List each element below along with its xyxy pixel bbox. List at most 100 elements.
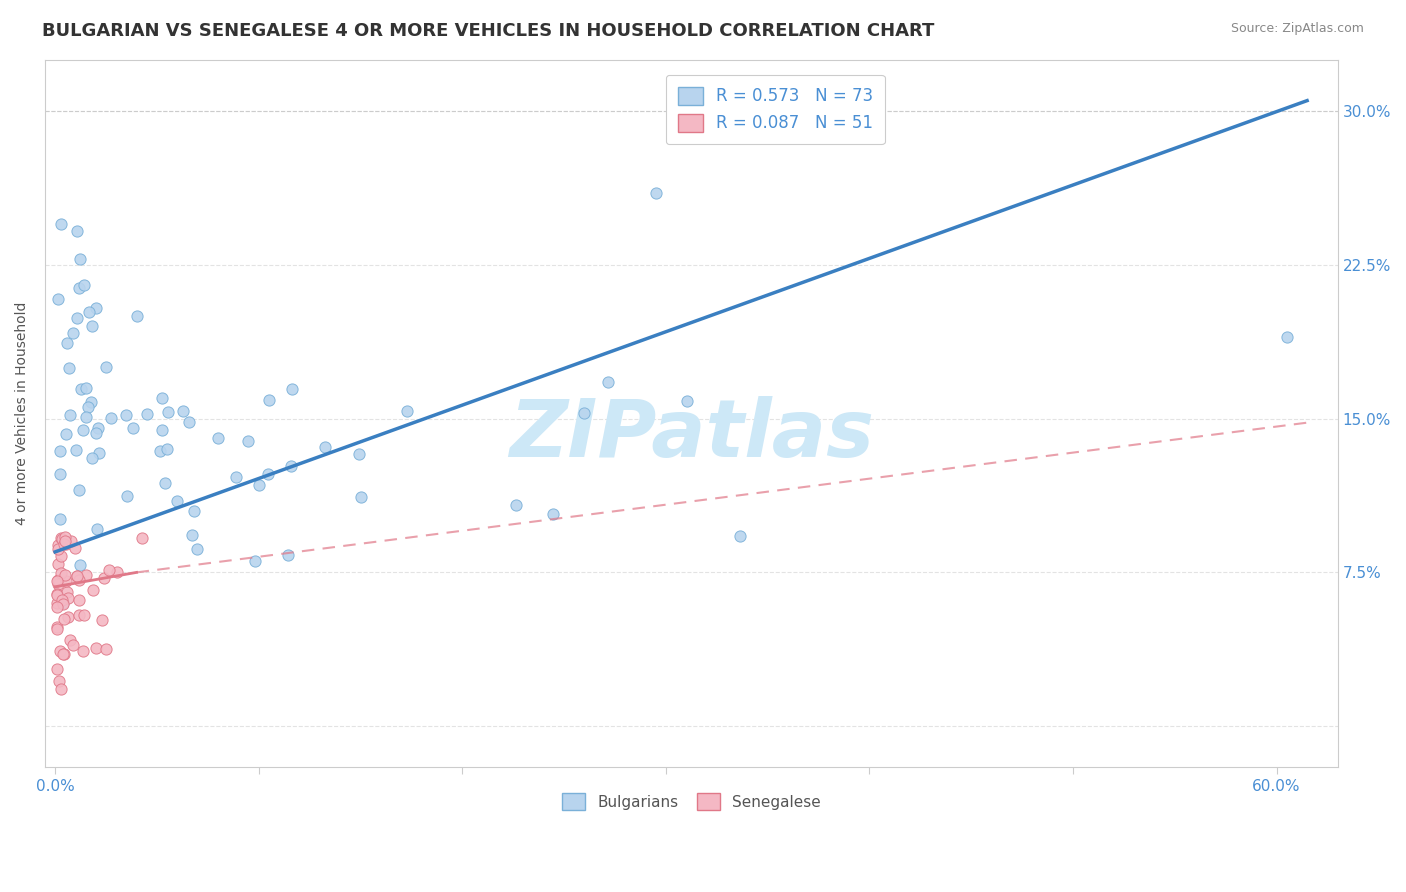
Point: [65, 224, 87, 238]
Point: [52, 611, 75, 625]
Point: [84, 301, 107, 315]
Point: [67, 281, 90, 295]
Point: [51, 532, 73, 546]
Point: [69, 558, 91, 573]
Point: [80, 319, 103, 334]
Y-axis label: 4 or more Vehicles in Household: 4 or more Vehicles in Household: [15, 301, 30, 525]
Point: [49, 644, 72, 658]
Point: [179, 415, 201, 429]
Point: [46, 574, 69, 588]
Point: [157, 405, 180, 419]
Point: [67, 483, 90, 497]
Point: [67, 592, 90, 607]
Text: BULGARIAN VS SENEGALESE 4 OR MORE VEHICLES IN HOUSEHOLD CORRELATION CHART: BULGARIAN VS SENEGALESE 4 OR MORE VEHICL…: [42, 22, 935, 40]
Point: [72, 278, 94, 293]
Point: [256, 467, 278, 482]
Point: [75, 568, 97, 582]
Point: [69, 382, 91, 396]
Point: [247, 477, 270, 491]
Point: [46, 292, 69, 306]
Point: [58, 408, 80, 422]
Point: [49, 566, 72, 580]
Point: [53, 647, 76, 661]
Point: [67, 607, 90, 622]
Point: [46, 600, 69, 615]
Point: [62, 326, 84, 341]
Point: [51, 217, 73, 231]
Text: Source: ZipAtlas.com: Source: ZipAtlas.com: [1230, 22, 1364, 36]
Legend: Bulgarians, Senegalese: Bulgarians, Senegalese: [555, 788, 827, 816]
Point: [100, 411, 122, 425]
Point: [730, 529, 752, 543]
Point: [46, 538, 69, 552]
Point: [183, 504, 205, 518]
Point: [314, 440, 336, 454]
Point: [84, 640, 107, 655]
Point: [172, 403, 194, 417]
Point: [62, 639, 84, 653]
Point: [63, 541, 86, 556]
Point: [58, 361, 80, 376]
Point: [97, 563, 120, 577]
Point: [49, 467, 72, 482]
Point: [49, 549, 72, 563]
Point: [56, 335, 79, 350]
Point: [69, 252, 91, 267]
Point: [349, 447, 371, 461]
Point: [46, 558, 69, 572]
Point: [66, 569, 89, 583]
Point: [53, 530, 76, 544]
Point: [46, 573, 69, 587]
Point: [243, 554, 266, 568]
Point: [280, 458, 302, 473]
Point: [51, 531, 73, 545]
Point: [115, 408, 138, 422]
Point: [122, 420, 145, 434]
Point: [51, 592, 73, 607]
Point: [93, 571, 115, 585]
Point: [46, 620, 69, 634]
Point: [156, 442, 179, 457]
Point: [59, 633, 82, 648]
Point: [52, 598, 75, 612]
Point: [91, 613, 114, 627]
Point: [67, 573, 90, 587]
Point: [572, 406, 595, 420]
Point: [77, 401, 100, 415]
Point: [53, 568, 76, 582]
Point: [541, 507, 564, 521]
Point: [676, 394, 699, 409]
Point: [52, 647, 75, 661]
Point: [150, 392, 173, 406]
Point: [396, 404, 419, 418]
Point: [181, 528, 204, 542]
Point: [72, 643, 94, 657]
Point: [115, 489, 138, 503]
Point: [207, 431, 229, 445]
Point: [49, 444, 72, 458]
Point: [281, 382, 304, 396]
Point: [125, 309, 148, 323]
Point: [80, 451, 103, 466]
Point: [66, 310, 89, 325]
Point: [82, 582, 104, 597]
Point: [53, 534, 76, 549]
Point: [55, 426, 77, 441]
Point: [56, 610, 79, 624]
Text: ZIPatlas: ZIPatlas: [509, 396, 873, 474]
Point: [505, 498, 527, 512]
Point: [60, 533, 83, 548]
Point: [84, 425, 107, 440]
Point: [46, 577, 69, 591]
Point: [1275, 329, 1298, 343]
Point: [135, 408, 157, 422]
Point: [96, 641, 118, 656]
Point: [46, 596, 69, 610]
Point: [56, 585, 79, 599]
Point: [52, 596, 75, 610]
Point: [55, 574, 77, 589]
Point: [94, 360, 117, 375]
Point: [58, 591, 80, 605]
Point: [53, 536, 76, 550]
Point: [277, 548, 299, 562]
